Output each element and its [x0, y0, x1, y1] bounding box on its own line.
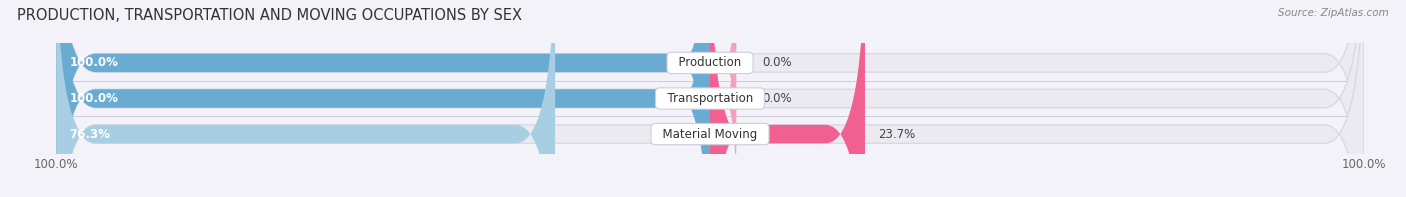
FancyBboxPatch shape	[56, 0, 1364, 197]
Text: 0.0%: 0.0%	[762, 92, 792, 105]
FancyBboxPatch shape	[56, 0, 710, 197]
Text: Transportation: Transportation	[659, 92, 761, 105]
Text: 76.3%: 76.3%	[69, 128, 110, 141]
FancyBboxPatch shape	[56, 0, 555, 197]
Text: Production: Production	[671, 56, 749, 69]
Text: 100.0%: 100.0%	[69, 56, 118, 69]
FancyBboxPatch shape	[56, 0, 1364, 197]
FancyBboxPatch shape	[56, 0, 710, 197]
Legend: Male, Female: Male, Female	[641, 193, 779, 197]
FancyBboxPatch shape	[56, 0, 1364, 197]
FancyBboxPatch shape	[710, 0, 737, 160]
FancyBboxPatch shape	[710, 1, 737, 196]
Text: 100.0%: 100.0%	[69, 92, 118, 105]
Text: Source: ZipAtlas.com: Source: ZipAtlas.com	[1278, 8, 1389, 18]
Text: Material Moving: Material Moving	[655, 128, 765, 141]
Text: PRODUCTION, TRANSPORTATION AND MOVING OCCUPATIONS BY SEX: PRODUCTION, TRANSPORTATION AND MOVING OC…	[17, 8, 522, 23]
Text: 0.0%: 0.0%	[762, 56, 792, 69]
Text: 23.7%: 23.7%	[879, 128, 915, 141]
FancyBboxPatch shape	[710, 0, 865, 197]
